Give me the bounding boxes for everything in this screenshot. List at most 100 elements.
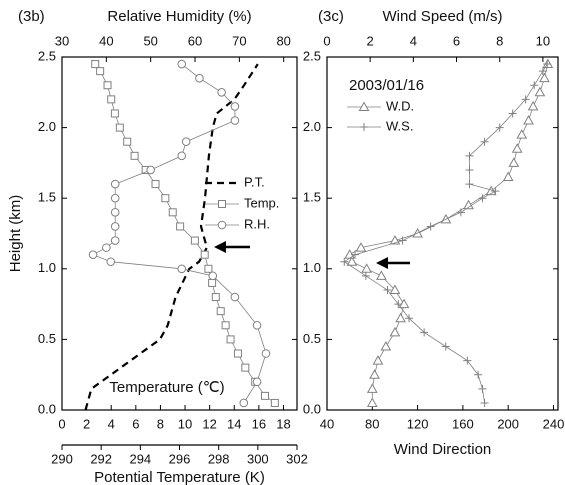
y-tick-label: 0.5 bbox=[303, 331, 321, 346]
marker bbox=[270, 398, 279, 407]
marker bbox=[110, 222, 120, 231]
marker bbox=[539, 72, 550, 83]
x-tick-label: 302 bbox=[286, 451, 308, 466]
marker bbox=[346, 256, 358, 266]
x-tick-label: 120 bbox=[407, 416, 429, 431]
marker bbox=[340, 257, 349, 266]
x-tick-label: 12 bbox=[202, 416, 216, 431]
annotation: 2003/01/16 bbox=[349, 77, 424, 94]
marker bbox=[204, 264, 213, 273]
x-tick-label: 8 bbox=[496, 33, 503, 48]
series-line bbox=[94, 63, 276, 404]
marker bbox=[102, 243, 111, 252]
marker bbox=[115, 123, 124, 132]
marker bbox=[372, 355, 384, 365]
x-tick-label: 8 bbox=[157, 416, 164, 431]
y-tick-label: 2.0 bbox=[38, 119, 56, 134]
plot-frame bbox=[326, 56, 559, 411]
marker bbox=[216, 307, 225, 316]
x-tick-label: 60 bbox=[188, 33, 202, 48]
legend-label: W.D. bbox=[386, 98, 414, 113]
marker bbox=[465, 165, 474, 174]
x-tick-label: 16 bbox=[252, 416, 266, 431]
marker bbox=[261, 349, 271, 358]
marker bbox=[110, 208, 120, 217]
marker bbox=[88, 250, 98, 259]
x-tick-label: 0 bbox=[323, 33, 330, 48]
marker bbox=[221, 321, 230, 330]
marker bbox=[146, 165, 155, 175]
arrow-head bbox=[214, 241, 226, 253]
y-tick-label: 1.0 bbox=[303, 260, 321, 275]
x-axis-title: Potential Temperature (K) bbox=[94, 469, 265, 485]
marker bbox=[405, 314, 414, 323]
marker bbox=[355, 242, 367, 252]
panel-label: (3c) bbox=[318, 8, 344, 25]
y-tick-label: 0.0 bbox=[38, 401, 56, 416]
marker bbox=[389, 326, 401, 337]
dashed-line bbox=[84, 63, 259, 411]
marker bbox=[217, 88, 226, 97]
x-tick-label: 2 bbox=[367, 33, 374, 48]
x-tick-label: 18 bbox=[276, 416, 290, 431]
x-tick-label: 292 bbox=[90, 451, 112, 466]
marker bbox=[96, 67, 105, 76]
marker bbox=[463, 199, 474, 210]
x-tick-label: 10 bbox=[536, 33, 550, 48]
marker bbox=[252, 320, 262, 330]
marker bbox=[534, 86, 546, 97]
series-line bbox=[343, 63, 548, 403]
marker bbox=[508, 157, 520, 167]
marker bbox=[110, 193, 120, 203]
x-tick-label: 298 bbox=[208, 451, 230, 466]
marker bbox=[208, 271, 218, 281]
y-tick-label: 2.5 bbox=[38, 48, 56, 63]
arrow-head bbox=[376, 257, 388, 269]
marker bbox=[478, 194, 487, 203]
marker bbox=[107, 95, 116, 104]
marker bbox=[177, 264, 187, 274]
marker bbox=[177, 151, 187, 161]
legend-marker bbox=[218, 200, 226, 208]
marker bbox=[375, 270, 387, 280]
x-tick-label: 240 bbox=[543, 416, 565, 431]
y-tick-label: 1.0 bbox=[38, 260, 56, 275]
marker bbox=[226, 335, 235, 344]
y-tick-label: 1.5 bbox=[303, 190, 321, 205]
legend-marker bbox=[217, 220, 227, 230]
marker bbox=[480, 137, 489, 146]
plot-frame bbox=[61, 56, 298, 411]
marker bbox=[366, 397, 378, 407]
series-line bbox=[349, 64, 549, 403]
marker bbox=[200, 250, 209, 259]
marker bbox=[230, 292, 240, 302]
marker bbox=[426, 222, 435, 231]
marker bbox=[230, 116, 240, 125]
x-tick-label: 6 bbox=[453, 33, 460, 48]
x-tick-label: 4 bbox=[108, 416, 115, 431]
legend-label: P.T. bbox=[244, 174, 265, 189]
marker bbox=[366, 383, 378, 393]
x-axis-title: Wind Speed (m/s) bbox=[382, 8, 502, 25]
marker bbox=[380, 340, 392, 351]
legend-label: Temp. bbox=[244, 195, 279, 210]
marker bbox=[527, 100, 539, 111]
marker bbox=[211, 293, 220, 302]
legend-label: R.H. bbox=[244, 216, 270, 231]
marker bbox=[241, 363, 250, 372]
x-tick-label: 70 bbox=[232, 33, 246, 48]
marker bbox=[474, 370, 483, 379]
y-tick-label: 1.5 bbox=[38, 190, 56, 205]
marker bbox=[239, 398, 249, 408]
x-tick-label: 40 bbox=[320, 416, 334, 431]
marker bbox=[110, 109, 119, 118]
marker bbox=[480, 398, 489, 407]
marker bbox=[252, 377, 262, 387]
y-tick-label: 0.0 bbox=[303, 401, 321, 416]
x-tick-label: 4 bbox=[410, 33, 417, 48]
marker bbox=[465, 151, 474, 160]
x-tick-label: 0 bbox=[58, 416, 65, 431]
marker bbox=[394, 300, 403, 309]
marker bbox=[103, 81, 112, 90]
